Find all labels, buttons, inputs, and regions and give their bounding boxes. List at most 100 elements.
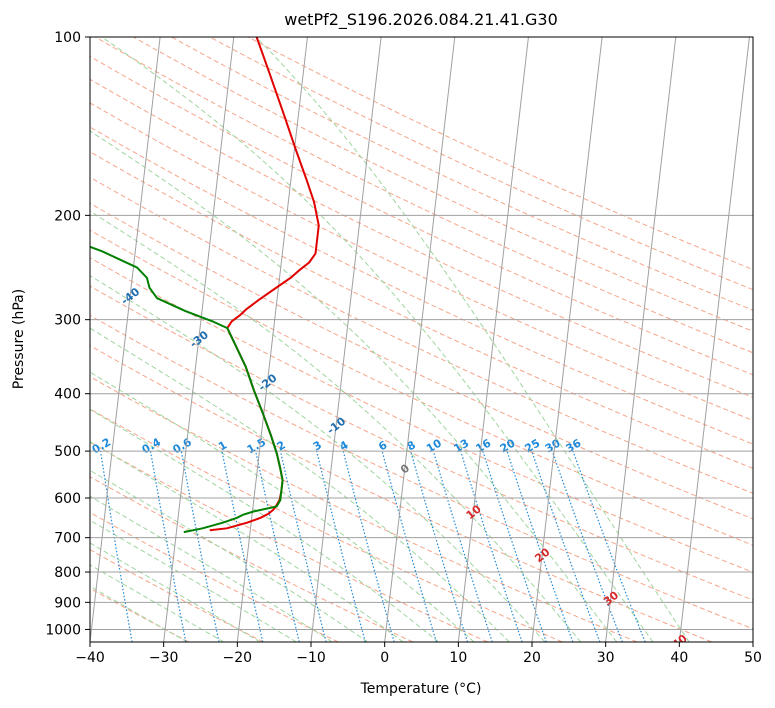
x-tick-label: 20 — [523, 650, 541, 666]
dry-adiabat — [90, 476, 414, 642]
y-tick-label: 900 — [54, 595, 81, 611]
y-tick-label: 200 — [54, 208, 81, 224]
x-tick-label: 10 — [449, 650, 467, 666]
mixing-ratio-label: 10 — [424, 436, 444, 455]
isotherm — [678, 37, 750, 642]
dry-adiabat — [209, 37, 753, 291]
x-tick-label: 40 — [670, 650, 688, 666]
mixing-ratio-label: 16 — [474, 436, 494, 455]
isotherm-label: 0 — [398, 461, 412, 476]
plot-frame — [89, 36, 754, 643]
moist-adiabat — [90, 327, 510, 642]
mixing-ratio-line — [180, 450, 220, 642]
moist-adiabat — [255, 37, 690, 642]
dry-adiabat — [90, 78, 753, 398]
isotherm-label: 10 — [464, 502, 484, 522]
isotherm — [90, 37, 161, 642]
mixing-ratio-label: 0.2 — [90, 435, 113, 456]
x-tick-label: −40 — [75, 650, 105, 666]
dewpoint-profile — [90, 245, 284, 534]
mixing-ratio-line — [460, 450, 523, 642]
dry-adiabat — [133, 37, 753, 332]
temperature-profile — [209, 37, 320, 532]
mixing-ratio-label: 36 — [564, 436, 584, 455]
x-tick-label: 50 — [744, 650, 762, 666]
mixing-ratio-label: 30 — [543, 436, 563, 455]
chart-title: wetPf2_S196.2026.084.21.41.G30 — [284, 10, 558, 30]
mixing-ratio-line — [221, 450, 264, 642]
y-tick-label: 400 — [54, 387, 81, 403]
dry-adiabat — [247, 37, 753, 271]
dry-adiabat — [90, 126, 753, 445]
moist-adiabat — [90, 469, 369, 642]
y-tick-label: 1000 — [45, 622, 81, 638]
isotherm-label: 30 — [601, 588, 621, 608]
y-tick-label: 500 — [54, 444, 81, 460]
dry-adiabat — [90, 511, 339, 642]
mixing-ratio-line — [149, 450, 187, 642]
dry-adiabat — [95, 37, 753, 354]
x-tick-label: −10 — [296, 650, 326, 666]
mixing-ratio-line — [572, 450, 646, 642]
moist-adiabat — [90, 585, 188, 642]
isotherm-label: -50 — [50, 242, 74, 265]
dry-adiabat — [171, 37, 753, 311]
mixing-ratio-label: 1.5 — [245, 435, 268, 456]
axes: −40 −30 −20 −10 0 10 20 30 40 5010020030040050060… — [45, 30, 762, 666]
isotherm — [531, 37, 603, 642]
isotherm-label: -40 — [119, 285, 143, 308]
isotherm — [384, 37, 456, 642]
isotherm — [752, 637, 753, 642]
isotherm — [310, 37, 382, 642]
isotherm-label: -20 — [256, 371, 280, 394]
dry-adiabat — [90, 314, 753, 630]
dry-adiabat — [90, 344, 712, 642]
mixing-ratio-label: 25 — [522, 437, 542, 456]
mixing-ratio-label: 0.6 — [170, 435, 194, 456]
isotherm-label: -60 — [0, 199, 5, 222]
y-axis-label: Pressure (hPa) — [11, 289, 27, 389]
mixing-ratio-line — [551, 450, 623, 642]
moist-adiabat — [90, 564, 225, 642]
isotherm-label: 40 — [670, 632, 690, 652]
dry-adiabat — [90, 55, 753, 376]
mixing-ratio-line — [506, 450, 574, 642]
x-tick-label: 30 — [597, 650, 615, 666]
isotherm — [163, 37, 235, 642]
moist-adiabat — [90, 495, 333, 642]
isotherm — [605, 37, 677, 642]
moist-adiabat — [101, 37, 654, 642]
moist-adiabat — [90, 519, 297, 642]
mixing-ratio-line — [482, 450, 547, 642]
x-tick-label: −20 — [223, 650, 253, 666]
y-tick-label: 800 — [54, 565, 81, 581]
dry-adiabat — [90, 587, 190, 642]
mixing-ratio-line — [410, 450, 469, 642]
moist-adiabat — [90, 542, 261, 642]
mixing-ratio-line — [531, 450, 601, 642]
y-tick-label: 100 — [54, 30, 81, 46]
mixing-ratio-line — [279, 450, 327, 642]
isotherm — [236, 37, 308, 642]
dry-adiabat — [90, 229, 753, 546]
plot-area: 0.10.20.40.611.52346810131620253036-100-… — [0, 37, 753, 652]
dry-adiabat — [90, 408, 563, 642]
dry-adiabat — [90, 441, 488, 642]
y-tick-label: 700 — [54, 531, 81, 547]
x-tick-label: 0 — [380, 650, 389, 666]
isotherms — [90, 37, 753, 642]
moist-adiabat — [90, 371, 475, 642]
moist-adiabat — [90, 274, 546, 642]
mixing-ratio-line — [432, 450, 493, 642]
mixing-ratio-line — [342, 450, 395, 642]
isobars — [90, 37, 753, 630]
mixing-ratio-line — [316, 450, 366, 642]
moist-adiabat — [90, 210, 582, 642]
y-tick-label: 300 — [54, 313, 81, 329]
moist-adiabat — [90, 408, 439, 642]
isotherm — [457, 37, 529, 642]
x-axis-label: Temperature (°C) — [360, 681, 482, 697]
dry-adiabat — [90, 376, 638, 642]
